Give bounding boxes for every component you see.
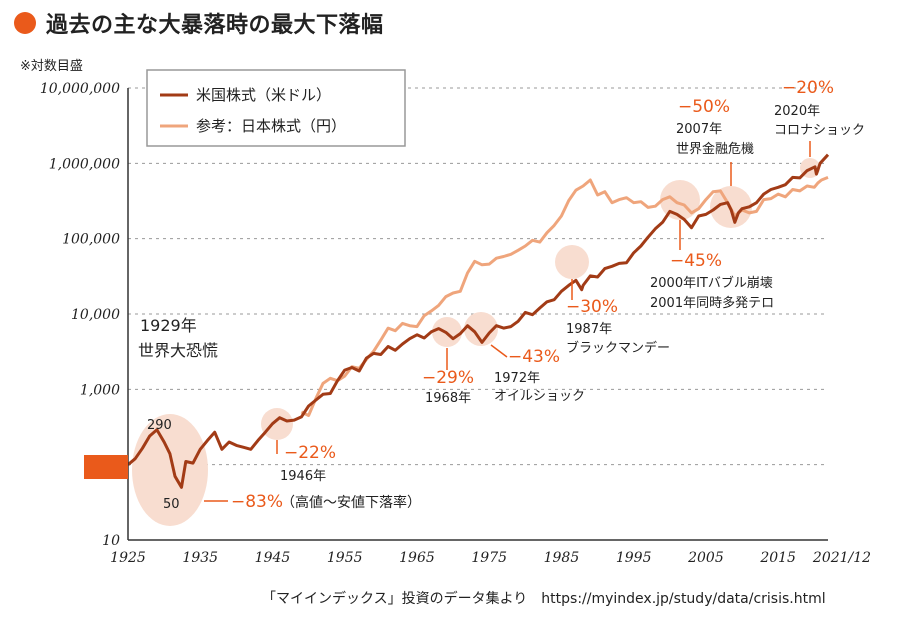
ann-1987-year: 1987年 — [566, 322, 612, 337]
y-tick-label: 100,000 — [62, 232, 120, 248]
chart-title: 過去の主な大暴落時の最大下落幅 — [46, 13, 384, 38]
series-line-jp — [300, 176, 829, 417]
ann-1946-drop: −22% — [284, 443, 336, 463]
highlight-1972 — [464, 312, 498, 346]
highlight-1929 — [132, 414, 208, 526]
ann-1968-drop: −29% — [422, 368, 474, 388]
ann-1929-name: 世界大恐慌 — [138, 341, 218, 360]
ann-2000-drop: −45% — [670, 251, 722, 271]
ann-1929-note: （高値〜安値下落率） — [281, 494, 421, 511]
ann-1946-year: 1946年 — [280, 469, 326, 484]
y-tick-label: 10,000,000 — [40, 81, 120, 97]
ann-1972-connector — [490, 344, 508, 358]
legend-box — [146, 69, 406, 147]
legend: 米国株式（米ドル） 参考：日本株式（円） — [146, 69, 406, 147]
x-tick-label: 1935 — [182, 550, 218, 566]
series-line-us — [127, 153, 830, 489]
ann-2007-name: 世界金融危機 — [676, 141, 754, 157]
ann-1972-name: オイルショック — [494, 389, 585, 404]
legend-label-us: 米国株式（米ドル） — [196, 86, 331, 104]
x-tick-label: 1985 — [544, 550, 580, 566]
ann-2007-drop: −50% — [678, 97, 730, 117]
ann-1987-name: ブラックマンデー — [566, 340, 670, 356]
annotations: 1929年 世界大恐慌 290 50 −83% （高値〜安値下落率） −22% … — [138, 78, 865, 512]
highlight-2000 — [660, 180, 700, 220]
ann-2020-year: 2020年 — [774, 104, 820, 119]
legend-label-jp: 参考：日本株式（円） — [196, 117, 346, 135]
log-scale-note: ※対数目盛 — [20, 59, 83, 74]
ann-1972-drop: −43% — [508, 347, 560, 367]
y-tick-label: 10,000 — [71, 307, 120, 323]
highlight-1946 — [261, 408, 293, 440]
ann-1972-year: 1972年 — [494, 371, 540, 386]
ann-2020-drop: −20% — [782, 78, 834, 98]
x-tick-label: 1955 — [327, 550, 363, 566]
x-axis-ticks: 1925 1935 1945 1955 1965 1975 1985 1995 2005 2015… — [110, 550, 871, 566]
x-tick-label: 1975 — [471, 550, 507, 566]
ann-1929-peak: 290 — [147, 418, 172, 433]
baseline-100-highlight — [84, 455, 128, 479]
y-tick-label: 10 — [102, 533, 120, 549]
ann-1968-year: 1968年 — [425, 391, 471, 406]
x-tick-label: 2005 — [687, 550, 724, 566]
source-credit: 「マイインデックス」投資のデータ集より https://myindex.jp/s… — [262, 591, 826, 607]
x-tick-label: 1945 — [255, 550, 291, 566]
ann-2000-line2: 2001年同時多発テロ — [650, 295, 774, 311]
x-tick-label: 1925 — [110, 550, 146, 566]
ann-1929-year: 1929年 — [140, 316, 197, 335]
ann-1987-drop: −30% — [566, 297, 618, 317]
series-lines — [127, 153, 830, 489]
ann-1929-drop: −83% — [231, 492, 283, 512]
y-tick-label: 1,000,000 — [49, 156, 120, 172]
highlight-1987 — [555, 245, 589, 279]
crash-highlights — [132, 158, 820, 526]
x-tick-label: 1995 — [616, 550, 652, 566]
y-tick-label: 1,000 — [80, 382, 120, 398]
x-tick-label: 2015 — [759, 550, 796, 566]
title-bullet-icon — [14, 12, 36, 34]
x-tick-label: 1965 — [399, 550, 435, 566]
x-tick-label: 2021/12 — [812, 550, 871, 566]
ann-2000-line1: 2000年ITバブル崩壊 — [650, 275, 773, 291]
ann-2007-year: 2007年 — [676, 122, 722, 137]
ann-1929-trough: 50 — [163, 497, 180, 512]
ann-2020-name: コロナショック — [774, 123, 865, 138]
title-row: 過去の主な大暴落時の最大下落幅 — [14, 6, 384, 40]
